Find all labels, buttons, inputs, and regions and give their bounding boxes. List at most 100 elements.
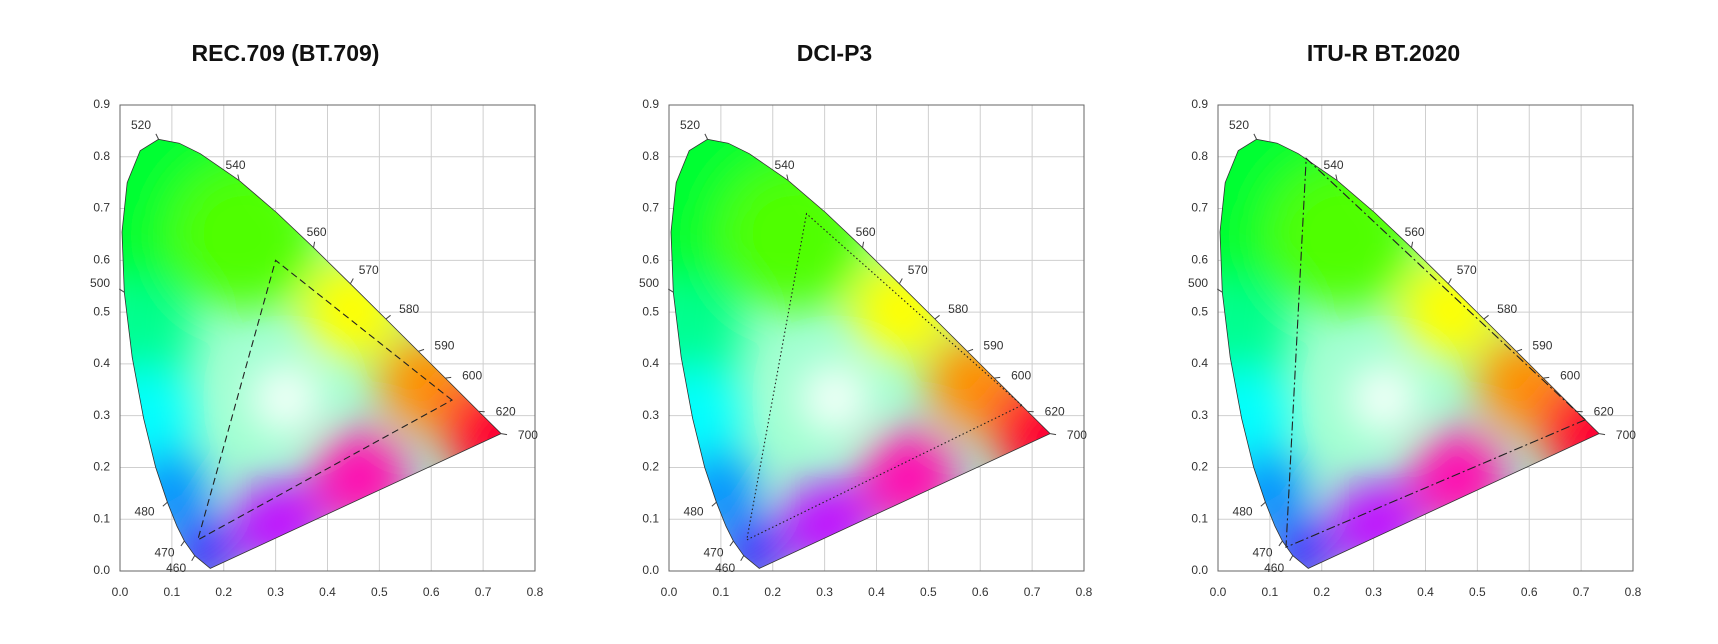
panel: REC.709 (BT.709) 0.0 0.1 0.2 0.3 0.4 0.5 0.6 0.7… [90,40,544,599]
wavelength-tick [501,433,508,436]
y-tick-label: 0.9 [642,97,659,111]
color-spot [1267,160,1418,311]
color-fill [1220,139,1600,569]
wavelength-tick [934,314,940,320]
wavelength-tick [967,348,974,352]
panel: ITU-R BT.2020 0.0 0.1 0.2 0.3 0.4 0.5 0.6 0.7 0.8… [1188,40,1642,599]
wavelength-label: 600 [462,368,482,382]
x-tick-label: 0.5 [920,585,937,599]
color-fill [671,139,1051,569]
wavelength-label: 590 [1532,338,1552,352]
wavelength-label: 590 [434,338,454,352]
y-tick-label: 0.6 [642,253,659,267]
x-tick-label: 0.2 [764,585,781,599]
plot-frame [668,104,1085,572]
color-fill [122,139,502,569]
wavelength-label: 500 [90,276,110,290]
plot-frame [119,104,536,572]
wavelength-label: 580 [1497,302,1517,316]
wavelength-tick [180,540,185,547]
x-tick-label: 0.1 [713,585,730,599]
wavelength-label: 500 [639,276,659,290]
wavelength-tick [1289,555,1294,562]
wavelength-tick [1278,540,1283,547]
wavelength-label: 500 [1188,276,1208,290]
wavelength-tick [994,376,1001,379]
x-tick-label: 0.1 [1262,585,1279,599]
wavelength-label: 700 [1067,428,1087,442]
wavelength-tick [711,501,717,507]
color-spot [1408,428,1509,528]
x-tick-label: 0.7 [1024,585,1041,599]
x-tick-label: 0.0 [112,585,129,599]
panel: DCI-P3 0.0 0.1 0.2 0.3 0.4 0.5 0.6 0.7 0.8 0.0 0.1 0… [639,40,1093,599]
y-tick-label: 0.4 [93,356,110,370]
color-spot [1220,367,1293,468]
y-tick-label: 0.8 [93,149,110,163]
wavelength-label: 580 [948,302,968,316]
y-tick-label: 0.3 [1191,408,1208,422]
wavelength-label: 460 [166,561,186,575]
wavelength-tick [1260,501,1266,507]
wavelength-tick [155,133,159,140]
wavelength-tick [418,348,425,352]
gamut-triangle [746,212,1023,541]
x-tick-label: 0.6 [423,585,440,599]
y-tick-label: 0.2 [93,460,110,474]
color-spot [801,365,869,432]
wavelength-label: 600 [1011,368,1031,382]
wavelength-label: 470 [703,545,723,559]
color-spot [302,260,403,360]
x-tick-label: 0.6 [1521,585,1538,599]
x-tick-label: 0.0 [661,585,678,599]
wavelength-tick [729,540,734,547]
x-tick-label: 0.8 [527,585,544,599]
color-spot [169,519,237,569]
y-tick-label: 0.3 [93,408,110,422]
wavelength-label: 590 [983,338,1003,352]
x-tick-label: 0.7 [475,585,492,599]
wavelength-label: 480 [135,504,155,518]
y-tick-label: 0.4 [642,356,659,370]
color-spot [232,478,324,569]
color-spot [310,428,411,528]
color-spot [122,279,195,397]
color-spot [122,367,195,468]
chart-title: ITU-R BT.2020 [1307,40,1460,66]
x-tick-label: 0.3 [816,585,833,599]
wavelength-label: 520 [1229,118,1249,132]
x-tick-label: 0.3 [267,585,284,599]
x-tick-label: 0.3 [1365,585,1382,599]
wavelength-label: 700 [518,428,538,442]
wavelength-label: 520 [680,118,700,132]
y-tick-label: 0.2 [1191,460,1208,474]
x-tick-label: 0.8 [1625,585,1642,599]
wavelength-tick [237,174,240,181]
color-spot [671,367,744,468]
wavelength-tick [1483,314,1489,320]
y-tick-label: 0.2 [642,460,659,474]
y-tick-label: 0.7 [93,201,110,215]
wavelength-label: 480 [1233,504,1253,518]
color-spot [1350,365,1418,432]
y-tick-label: 0.8 [642,149,659,163]
wavelength-tick [740,555,745,562]
x-tick-label: 0.5 [1469,585,1486,599]
y-tick-label: 0.9 [93,97,110,111]
wavelength-label: 540 [1324,158,1344,172]
wavelength-label: 470 [1252,545,1272,559]
color-spot [1220,279,1293,397]
wavelength-label: 520 [131,118,151,132]
wavelength-label: 540 [226,158,246,172]
y-tick-label: 0.7 [642,201,659,215]
x-tick-label: 0.0 [1210,585,1227,599]
wavelength-label: 620 [1045,405,1065,419]
wavelength-label: 600 [1560,368,1580,382]
wavelength-label: 560 [1405,225,1425,239]
wavelength-label: 700 [1616,428,1636,442]
y-tick-label: 0.6 [93,253,110,267]
x-tick-label: 0.5 [371,585,388,599]
y-tick-label: 0.4 [1191,356,1208,370]
wavelength-tick [313,241,316,248]
